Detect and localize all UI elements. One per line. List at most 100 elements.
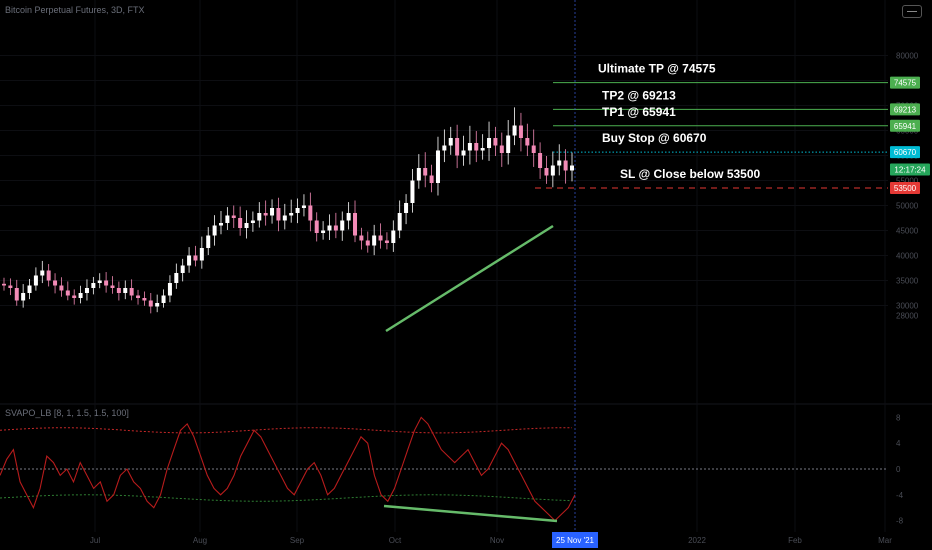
price-tick-label: 55000 (896, 177, 919, 186)
candle-body (340, 220, 345, 231)
candle-body (295, 208, 300, 213)
candle-body (257, 213, 262, 221)
time-tick-label: Feb (788, 536, 802, 545)
candle-body (461, 150, 466, 156)
time-tick-label: 2022 (688, 536, 706, 545)
candle-body (116, 288, 121, 293)
indicator-tick-label: 0 (896, 465, 901, 474)
svapo-line (0, 416, 576, 522)
candle-body (129, 288, 134, 296)
candle-body (276, 208, 281, 221)
candle-body (91, 283, 96, 288)
countdown-tag (890, 163, 930, 176)
price-tag (890, 119, 920, 132)
candle-body (499, 145, 504, 153)
price-tag (890, 76, 920, 89)
candle-body (372, 235, 377, 246)
symbol-title: Bitcoin Perpetual Futures, 3D, FTX (5, 5, 145, 15)
candle-body (518, 125, 523, 138)
indicator-tick-label: -8 (896, 517, 904, 526)
candle-body (59, 285, 64, 291)
candle-body (474, 143, 479, 151)
trendlines (383, 224, 558, 523)
candle-body (84, 288, 89, 293)
candle-body (531, 145, 536, 153)
candlestick-series (2, 107, 574, 314)
candle-body (174, 273, 179, 283)
candle-body (570, 165, 574, 171)
candle-body (148, 300, 153, 307)
candle-body (53, 280, 58, 286)
candle-body (416, 168, 421, 181)
candle-body (353, 213, 358, 236)
price-tick-label: 35000 (896, 277, 919, 286)
candle-body (8, 285, 13, 288)
candle-body (301, 205, 306, 208)
candle-body (2, 283, 6, 286)
candle-body (155, 303, 160, 307)
price-tag (890, 182, 920, 194)
candle-body (467, 143, 472, 151)
candle-body (78, 293, 83, 298)
indicator-title: SVAPO_LB [8, 1, 1.5, 1.5, 100] (5, 408, 129, 418)
indicator-axis: 8 4 0 -4 -8 (896, 413, 904, 525)
candle-body (193, 255, 198, 261)
candle-body (448, 138, 453, 146)
candle-body (97, 280, 102, 283)
svapo-indicator (0, 416, 888, 522)
candle-body (167, 283, 172, 296)
candle-body (321, 230, 326, 233)
price-tag-label: 60670 (894, 148, 917, 157)
candle-body (550, 165, 555, 176)
price-tick-label: 45000 (896, 227, 919, 236)
candle-body (33, 275, 38, 286)
candle-body (378, 235, 383, 241)
level-lines: Ultimate TP @ 74575 74575 TP2 @ 69213 69213… (535, 62, 930, 194)
candle-body (14, 288, 19, 301)
candle-body (244, 223, 249, 228)
candle-body (225, 215, 230, 223)
candle-body (231, 215, 236, 218)
crosshair-date-label: 25 Nov '21 (556, 536, 595, 545)
candle-body (333, 225, 338, 231)
candle-body (110, 285, 115, 288)
candle-body (538, 153, 543, 168)
candle-body (72, 295, 77, 298)
price-tag-label: 53500 (894, 184, 917, 193)
candle-body (206, 235, 211, 248)
level-label: Ultimate TP @ 74575 (598, 62, 716, 76)
candle-body (384, 240, 389, 243)
time-tick-label: Nov (490, 536, 504, 545)
candle-body (136, 295, 141, 298)
price-tag-label: 65941 (894, 122, 917, 131)
price-tag-label: 69213 (894, 105, 917, 114)
candle-body (40, 270, 45, 276)
candle-body (212, 225, 217, 236)
candle-body (238, 218, 243, 228)
level-label: TP1 @ 65941 (602, 105, 676, 119)
candle-body (327, 225, 332, 231)
chart-menu-button[interactable] (902, 5, 922, 18)
price-tick-label: 80000 (896, 52, 919, 61)
indicator-upper-band (0, 427, 573, 434)
candle-body (27, 285, 32, 293)
time-tick-label: Mar (878, 536, 892, 545)
candle-body (308, 205, 313, 221)
level-label: Buy Stop @ 60670 (602, 131, 707, 145)
candle-body (493, 138, 498, 146)
candle-body (21, 293, 26, 301)
crosshair-date-tag: 25 Nov '21 (552, 532, 598, 548)
candle-body (289, 213, 294, 216)
time-tick-label: Jul (90, 536, 100, 545)
candle-body (557, 160, 562, 166)
candle-body (180, 265, 185, 273)
price-tag (890, 146, 920, 159)
price-trendline (385, 224, 554, 333)
indicator-tick-label: 4 (896, 439, 901, 448)
candle-body (435, 150, 440, 183)
level-label: TP2 @ 69213 (602, 88, 676, 102)
candle-body (410, 180, 415, 203)
indicator-tick-label: 8 (896, 413, 901, 422)
indicator-tick-label: -4 (896, 491, 904, 500)
